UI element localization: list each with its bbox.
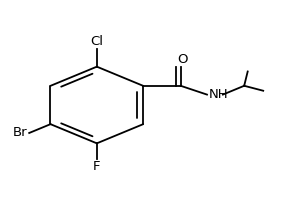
Text: Br: Br — [13, 126, 28, 139]
Text: O: O — [177, 53, 187, 66]
Text: F: F — [93, 160, 100, 173]
Text: NH: NH — [208, 88, 228, 101]
Text: Cl: Cl — [90, 35, 103, 48]
